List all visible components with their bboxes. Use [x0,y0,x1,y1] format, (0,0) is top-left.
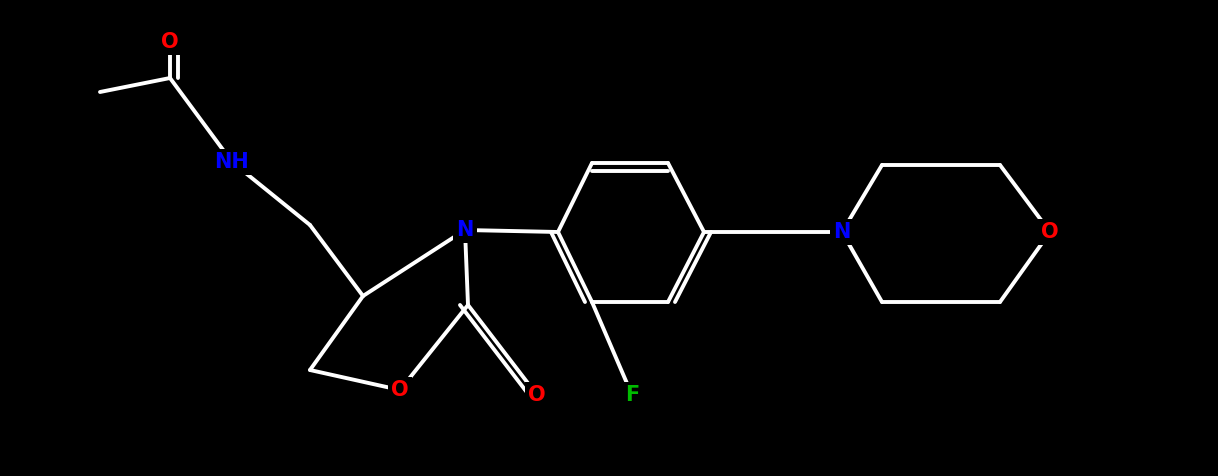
Text: O: O [161,32,179,52]
Text: F: F [625,385,639,405]
Text: O: O [529,385,546,405]
Text: N: N [833,222,850,242]
Text: N: N [457,220,474,240]
Text: O: O [1041,222,1058,242]
Text: O: O [391,380,409,400]
Text: NH: NH [214,152,250,172]
